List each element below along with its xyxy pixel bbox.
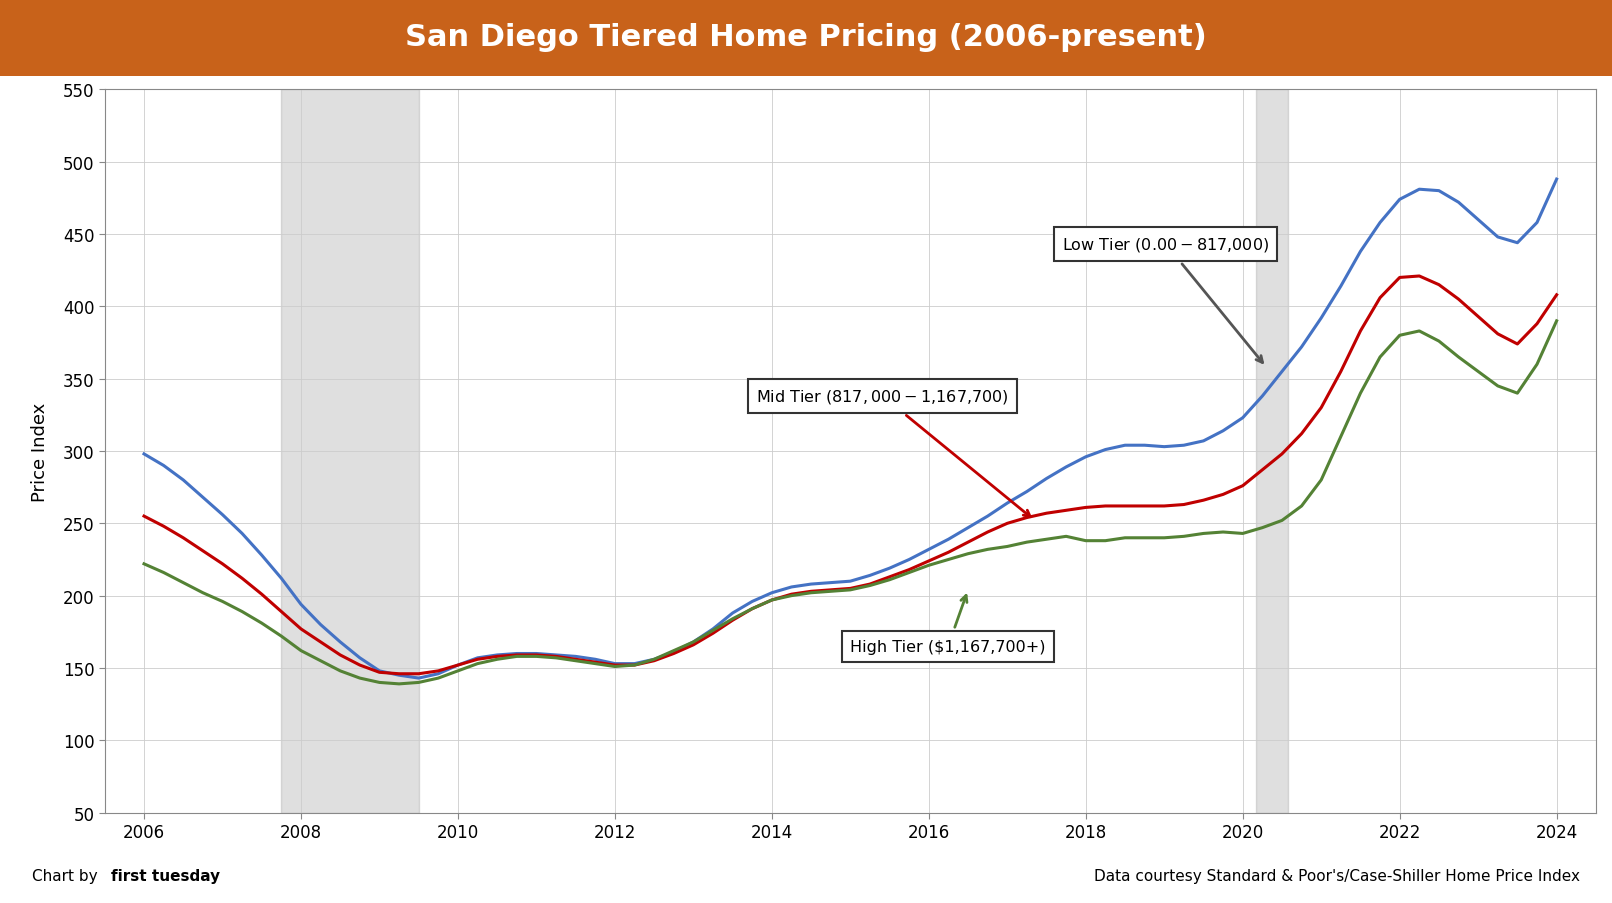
Bar <box>282 90 419 813</box>
Text: Low Tier ($0.00 - $817,000): Low Tier ($0.00 - $817,000) <box>1062 236 1269 363</box>
Text: first tuesday: first tuesday <box>111 869 221 883</box>
Text: Chart by: Chart by <box>32 869 103 883</box>
Bar <box>1256 90 1288 813</box>
Text: High Tier ($1,167,700+): High Tier ($1,167,700+) <box>851 596 1046 654</box>
Text: San Diego Tiered Home Pricing (2006-present): San Diego Tiered Home Pricing (2006-pres… <box>405 23 1207 52</box>
Y-axis label: Price Index: Price Index <box>31 402 48 501</box>
Text: Data courtesy Standard & Poor's/Case-Shiller Home Price Index: Data courtesy Standard & Poor's/Case-Shi… <box>1095 869 1580 883</box>
Text: Mid Tier ($817,000 - $1,167,700): Mid Tier ($817,000 - $1,167,700) <box>756 387 1030 517</box>
